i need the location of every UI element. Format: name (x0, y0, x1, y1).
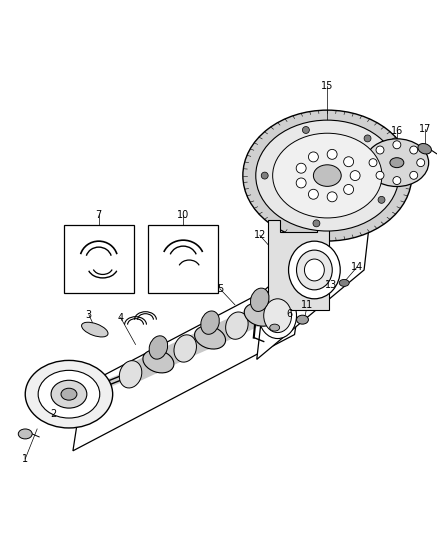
Ellipse shape (264, 299, 292, 333)
Ellipse shape (289, 241, 340, 299)
Circle shape (302, 126, 309, 133)
Circle shape (344, 157, 353, 167)
Text: 10: 10 (177, 211, 189, 220)
Ellipse shape (390, 158, 404, 168)
Ellipse shape (81, 322, 108, 337)
Ellipse shape (38, 370, 100, 418)
Ellipse shape (243, 110, 412, 241)
Circle shape (261, 172, 268, 179)
Circle shape (308, 189, 318, 199)
Text: 14: 14 (351, 262, 363, 272)
Circle shape (327, 149, 337, 159)
Ellipse shape (270, 324, 279, 331)
Ellipse shape (149, 336, 168, 359)
Circle shape (296, 178, 306, 188)
Text: 1: 1 (22, 454, 28, 464)
Text: 15: 15 (321, 81, 333, 91)
Text: 11: 11 (301, 300, 314, 310)
Bar (148, 225, 218, 293)
Text: 3: 3 (86, 310, 92, 320)
Text: 12: 12 (254, 230, 266, 240)
Ellipse shape (244, 303, 275, 326)
Ellipse shape (304, 259, 324, 281)
Ellipse shape (418, 143, 431, 154)
Circle shape (376, 146, 384, 154)
Circle shape (378, 196, 385, 203)
Bar (64, 225, 134, 293)
Ellipse shape (259, 293, 297, 338)
Text: 16: 16 (391, 126, 403, 136)
Ellipse shape (18, 429, 32, 439)
Ellipse shape (314, 165, 341, 187)
Text: 2: 2 (50, 409, 56, 419)
Polygon shape (73, 270, 304, 451)
Ellipse shape (201, 311, 219, 334)
Circle shape (308, 152, 318, 162)
Circle shape (369, 159, 377, 167)
Ellipse shape (251, 288, 269, 311)
Circle shape (364, 135, 371, 142)
Ellipse shape (297, 315, 308, 324)
Ellipse shape (61, 388, 77, 400)
Ellipse shape (143, 350, 174, 373)
Ellipse shape (226, 312, 248, 340)
Ellipse shape (25, 360, 113, 428)
Ellipse shape (119, 361, 142, 388)
Ellipse shape (174, 335, 197, 362)
Ellipse shape (51, 380, 87, 408)
Circle shape (350, 171, 360, 181)
Text: 7: 7 (95, 211, 102, 220)
Ellipse shape (256, 120, 399, 231)
Ellipse shape (297, 250, 332, 290)
Ellipse shape (273, 133, 382, 218)
Ellipse shape (194, 326, 226, 349)
Circle shape (344, 184, 353, 195)
Circle shape (417, 159, 425, 167)
Text: 17: 17 (418, 124, 431, 134)
Circle shape (376, 171, 384, 179)
Ellipse shape (339, 279, 349, 286)
Circle shape (393, 141, 401, 149)
Text: 6: 6 (286, 309, 293, 319)
Circle shape (410, 146, 418, 154)
Circle shape (313, 220, 320, 227)
Circle shape (393, 176, 401, 184)
Circle shape (410, 171, 418, 179)
Ellipse shape (365, 139, 429, 187)
Circle shape (296, 163, 306, 173)
Polygon shape (257, 200, 372, 359)
Circle shape (327, 192, 337, 202)
Polygon shape (268, 220, 329, 310)
Text: 4: 4 (117, 313, 124, 322)
Text: 13: 13 (325, 280, 337, 290)
Text: 5: 5 (217, 284, 223, 294)
